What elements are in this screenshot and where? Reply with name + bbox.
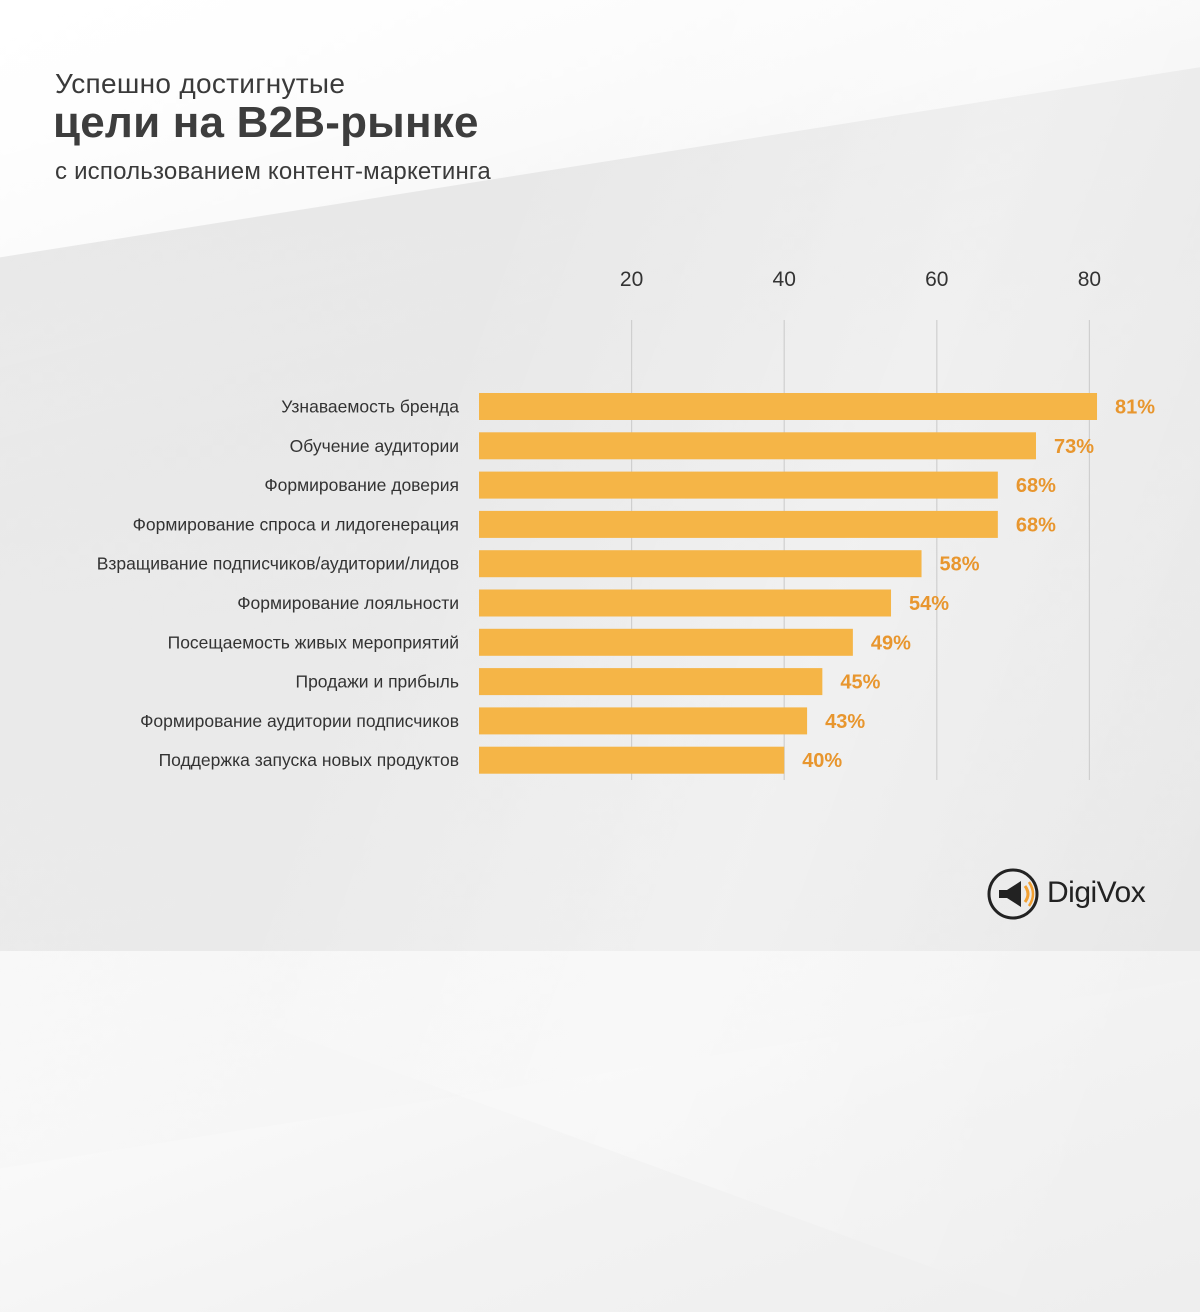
bar bbox=[479, 628, 853, 656]
x-tick-label: 20 bbox=[620, 268, 643, 291]
title-line-1: Успешно достигнутые bbox=[55, 68, 346, 99]
bar bbox=[479, 510, 998, 538]
megaphone-icon bbox=[987, 868, 1039, 920]
title-subtitle: с использованием контент-маркетинга bbox=[55, 158, 491, 185]
logo-text: DigiVox bbox=[1047, 876, 1146, 909]
value-label: 54% bbox=[909, 593, 949, 615]
x-tick-label: 80 bbox=[1078, 268, 1101, 291]
value-label: 68% bbox=[1016, 514, 1056, 536]
category-label: Формирование спроса и лидогенерация bbox=[133, 514, 459, 534]
bar bbox=[479, 589, 892, 617]
value-label: 81% bbox=[1115, 397, 1155, 419]
category-label: Формирование доверия bbox=[264, 475, 459, 495]
bar bbox=[479, 707, 808, 735]
bar bbox=[479, 471, 998, 499]
bar bbox=[479, 668, 823, 696]
category-label: Взращивание подписчиков/аудитории/лидов bbox=[97, 554, 459, 574]
category-label: Формирование аудитории подписчиков bbox=[140, 711, 459, 731]
category-label: Узнаваемость бренда bbox=[281, 397, 459, 417]
title-main: цели на B2B-рынке bbox=[53, 98, 479, 147]
x-tick-label: 40 bbox=[773, 268, 796, 291]
x-tick-label: 60 bbox=[925, 268, 948, 291]
value-label: 73% bbox=[1054, 436, 1094, 458]
bar bbox=[479, 550, 922, 578]
category-label: Посещаемость живых мероприятий bbox=[168, 632, 459, 652]
value-label: 45% bbox=[840, 672, 880, 694]
bar bbox=[479, 432, 1036, 460]
value-label: 40% bbox=[802, 750, 842, 772]
value-label: 68% bbox=[1016, 475, 1056, 497]
digivox-logo: DigiVox bbox=[985, 866, 1165, 926]
bar bbox=[479, 746, 785, 774]
value-label: 43% bbox=[825, 711, 865, 733]
bar bbox=[479, 393, 1098, 420]
bar-chart: 20 40 60 80 Узнаваемость бренда 81% Обучение а… bbox=[97, 268, 1155, 780]
category-label: Обучение аудитории bbox=[290, 436, 459, 456]
category-label: Поддержка запуска новых продуктов bbox=[159, 750, 459, 770]
value-label: 49% bbox=[871, 632, 911, 654]
category-label: Продажи и прибыль bbox=[296, 672, 460, 692]
value-label: 58% bbox=[940, 554, 980, 576]
category-label: Формирование лояльности bbox=[237, 593, 459, 613]
